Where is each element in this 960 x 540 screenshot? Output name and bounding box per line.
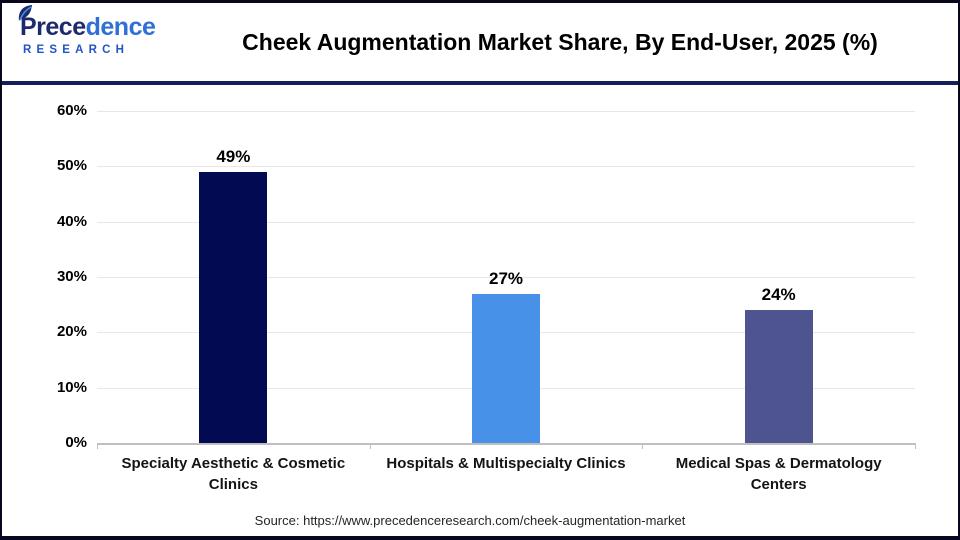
source-line: Source: https://www.precedenceresearch.c… <box>254 513 686 528</box>
value-label-specialty-aesthetic-cosmetic-clinics: 49% <box>216 146 251 166</box>
chart-title: Cheek Augmentation Market Share, By End-… <box>242 28 878 55</box>
logo-wordmark: Precedence <box>18 5 156 41</box>
value-label-hospitals-multispecialty-clinics: 27% <box>488 268 524 288</box>
bar-medical-spas-dermatology-centers <box>744 310 813 443</box>
x-axis-tick-2 <box>642 443 644 449</box>
x-axis-line <box>97 443 915 445</box>
gridline-60% <box>97 111 915 112</box>
y-axis-label-30%: 30% <box>56 268 87 285</box>
bar-hospitals-multispecialty-clinics <box>472 293 540 443</box>
y-axis-label-10%: 10% <box>56 378 87 396</box>
value-label-medical-spas-dermatology-centers: 24% <box>761 285 796 305</box>
gridline-40% <box>97 221 915 223</box>
gridline-30% <box>97 277 915 278</box>
x-axis-tick-1 <box>369 443 371 449</box>
x-axis-label-hospitals-multispecialty-clinics: Hospitals & Multispecialty Clinics <box>386 455 626 472</box>
logo-subtitle: RESEARCH <box>23 44 130 56</box>
precedence-research-logo: Precedence RESEARCH <box>18 5 156 56</box>
leaf-icon <box>18 5 32 21</box>
y-axis-label-20%: 20% <box>56 323 87 341</box>
x-axis-label-medical-spas-dermatology-centers: Medical Spas & Dermatology Centers <box>675 455 882 493</box>
y-axis-label-60%: 60% <box>56 102 87 119</box>
x-axis-tick-3 <box>915 443 916 449</box>
x-axis-label-specialty-aesthetic-cosmetic-clinics: Specialty Aesthetic & Cosmetic Clinics <box>121 455 346 493</box>
gridline-50% <box>97 166 915 168</box>
y-axis-label-40%: 40% <box>56 212 87 230</box>
y-axis-label-0%: 0% <box>65 434 87 451</box>
y-axis-label-50%: 50% <box>56 157 87 175</box>
logo-text-dence: dence <box>85 13 156 41</box>
x-axis-tick-0 <box>97 443 98 449</box>
header: Precedence RESEARCH Cheek Augmentation M… <box>2 3 958 85</box>
bar-specialty-aesthetic-cosmetic-clinics <box>199 171 268 443</box>
logo-text-prece: Prece <box>20 13 86 41</box>
